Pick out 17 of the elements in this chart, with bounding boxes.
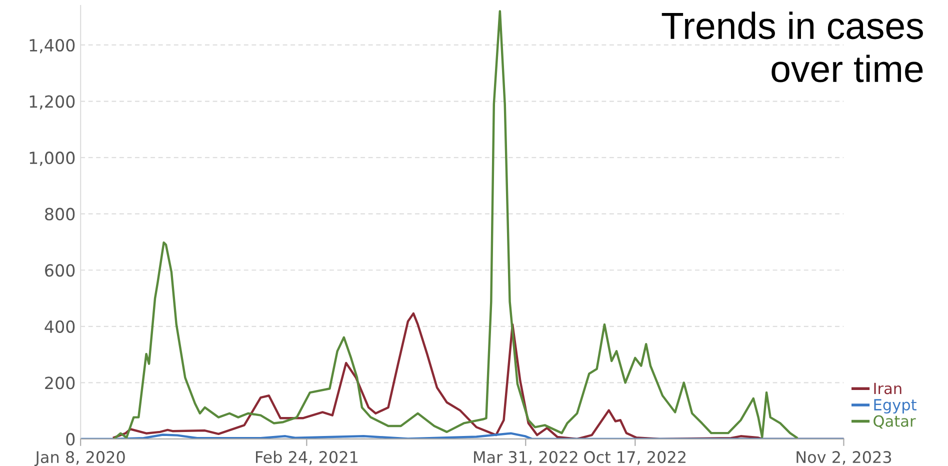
x-tick-label: Feb 24, 2021: [256, 450, 358, 465]
legend-label: Iran: [874, 382, 902, 394]
legend-label: Egypt: [874, 399, 916, 414]
y-tick-label: 1,000: [30, 152, 75, 166]
y-tick-label: 1,400: [30, 38, 75, 54]
legend-label: Qatar: [874, 415, 916, 429]
y-tick-label: 0: [66, 432, 75, 446]
y-tick-label: 1,200: [30, 95, 75, 110]
x-tick-label: Nov 2, 2023: [796, 451, 892, 465]
x-tick-label: Oct 17, 2022: [584, 451, 686, 465]
x-tick-label: Jan 8, 2020: [34, 451, 125, 466]
text: Trends in cases over time: [662, 12, 923, 82]
y-tick-label: 800: [45, 208, 75, 220]
y-tick-label: 400: [44, 320, 75, 333]
y-tick-label: 600: [45, 264, 75, 277]
x-tick-label: Mar 31, 2022: [474, 451, 578, 465]
y-tick-label: 200: [45, 376, 75, 390]
